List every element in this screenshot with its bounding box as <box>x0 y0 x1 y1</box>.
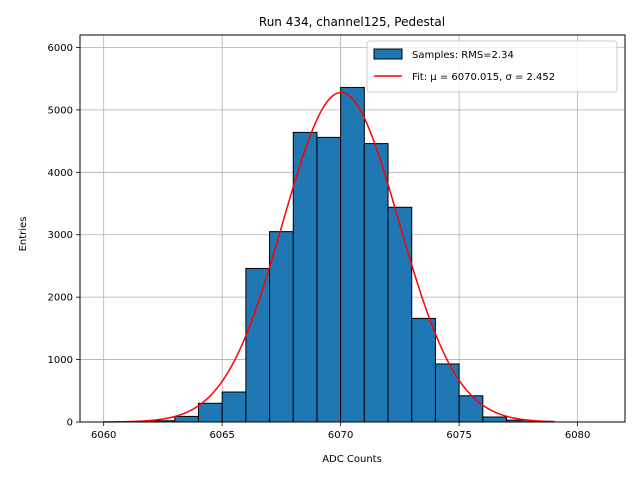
x-tick-label: 6060 <box>91 430 116 441</box>
legend-fit-label: Fit: μ = 6070.015, σ = 2.452 <box>412 72 555 83</box>
legend: Samples: RMS=2.34 Fit: μ = 6070.015, σ =… <box>366 40 618 93</box>
y-tick-label: 3000 <box>48 230 73 241</box>
y-axis-label: Entries <box>18 217 29 252</box>
y-tick-label: 2000 <box>48 293 73 304</box>
x-tick-label: 6080 <box>565 430 590 441</box>
x-axis-label: ADC Counts <box>322 454 382 465</box>
y-axis-ticks: 0 1000 2000 3000 4000 5000 6000 <box>48 43 80 429</box>
histogram-bar <box>269 231 294 423</box>
axes-frame <box>79 34 626 423</box>
histogram-bar <box>482 416 508 423</box>
y-tick-label: 4000 <box>48 168 73 179</box>
histogram-bars <box>150 86 555 423</box>
histogram-bar <box>387 206 413 423</box>
gaussian-fit-curve <box>103 91 554 423</box>
x-tick-label: 6075 <box>446 430 471 441</box>
histogram-bar <box>316 136 342 423</box>
histogram-bar <box>458 395 484 423</box>
histogram-bar <box>245 267 271 423</box>
legend-samples-patch <box>373 48 403 60</box>
y-tick-label: 5000 <box>48 105 73 116</box>
histogram-bar <box>197 402 223 423</box>
x-tick-label: 6070 <box>328 430 353 441</box>
histogram-bar <box>221 391 247 423</box>
histogram-bar <box>411 317 436 423</box>
x-axis-ticks: 6060 6065 6070 6075 6080 <box>91 422 590 441</box>
histogram-bar <box>340 86 365 423</box>
y-tick-label: 1000 <box>48 355 73 366</box>
histogram-bar <box>363 143 389 423</box>
legend-samples-label: Samples: RMS=2.34 <box>412 50 514 61</box>
fit-curve-group <box>103 91 554 423</box>
x-tick-label: 6065 <box>209 430 234 441</box>
histogram-bar <box>174 415 199 423</box>
y-tick-label: 0 <box>67 418 73 429</box>
y-tick-label: 6000 <box>48 43 73 54</box>
histogram-bar <box>434 363 460 423</box>
legend-frame <box>366 40 618 93</box>
chart-title: Run 434, channel125, Pedestal <box>259 15 445 29</box>
